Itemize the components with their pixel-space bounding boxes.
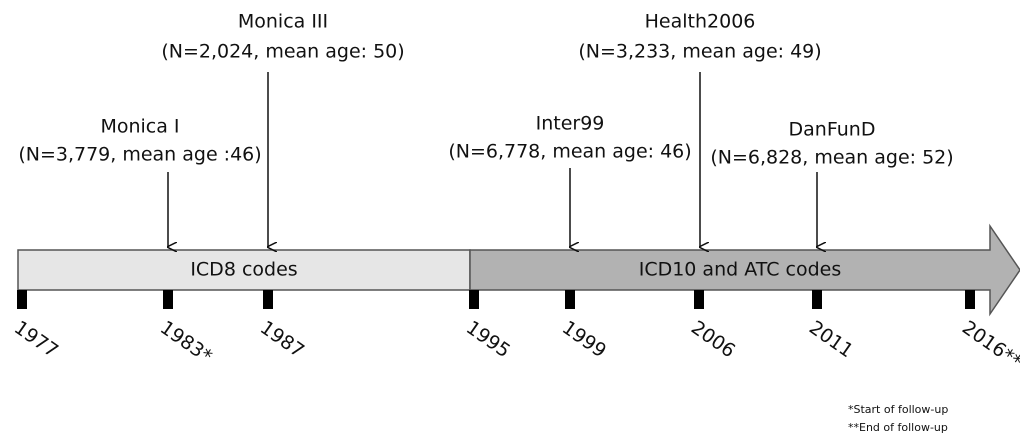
year-tick — [694, 290, 704, 309]
year-label: 1987 — [256, 317, 308, 363]
year-tick — [17, 290, 27, 309]
year-label: 1999 — [558, 317, 610, 363]
study-name: Health2006 — [645, 11, 756, 33]
segment-icd8 — [17, 249, 471, 291]
year-tick — [812, 290, 822, 309]
study-details: (N=6,828, mean age: 52) — [710, 147, 953, 169]
year-label: 1977 — [10, 317, 62, 363]
year-label: 1983* — [156, 317, 216, 368]
study-name: Inter99 — [536, 113, 605, 135]
year-tick — [565, 290, 575, 309]
year-label: 2016** — [958, 317, 1020, 374]
segment-label: ICD8 codes — [190, 259, 297, 281]
study-name: Monica I — [100, 116, 179, 138]
segment-icd10-arrow — [469, 223, 1020, 317]
footnote: *Start of follow-up — [848, 403, 948, 416]
study-details: (N=3,779, mean age :46) — [18, 144, 261, 166]
study-details: (N=3,233, mean age: 49) — [578, 41, 821, 63]
year-label: 2006 — [687, 317, 739, 363]
year-label: 1995 — [462, 317, 514, 363]
study-name: DanFunD — [789, 119, 876, 141]
year-tick — [263, 290, 273, 309]
footnote: **End of follow-up — [848, 421, 948, 434]
study-details: (N=6,778, mean age: 46) — [448, 141, 691, 163]
year-tick — [965, 290, 975, 309]
year-tick — [469, 290, 479, 309]
segment-label: ICD10 and ATC codes — [639, 259, 842, 281]
study-name: Monica III — [238, 11, 328, 33]
year-tick — [163, 290, 173, 309]
year-label: 2011 — [805, 317, 857, 363]
study-details: (N=2,024, mean age: 50) — [161, 41, 404, 63]
